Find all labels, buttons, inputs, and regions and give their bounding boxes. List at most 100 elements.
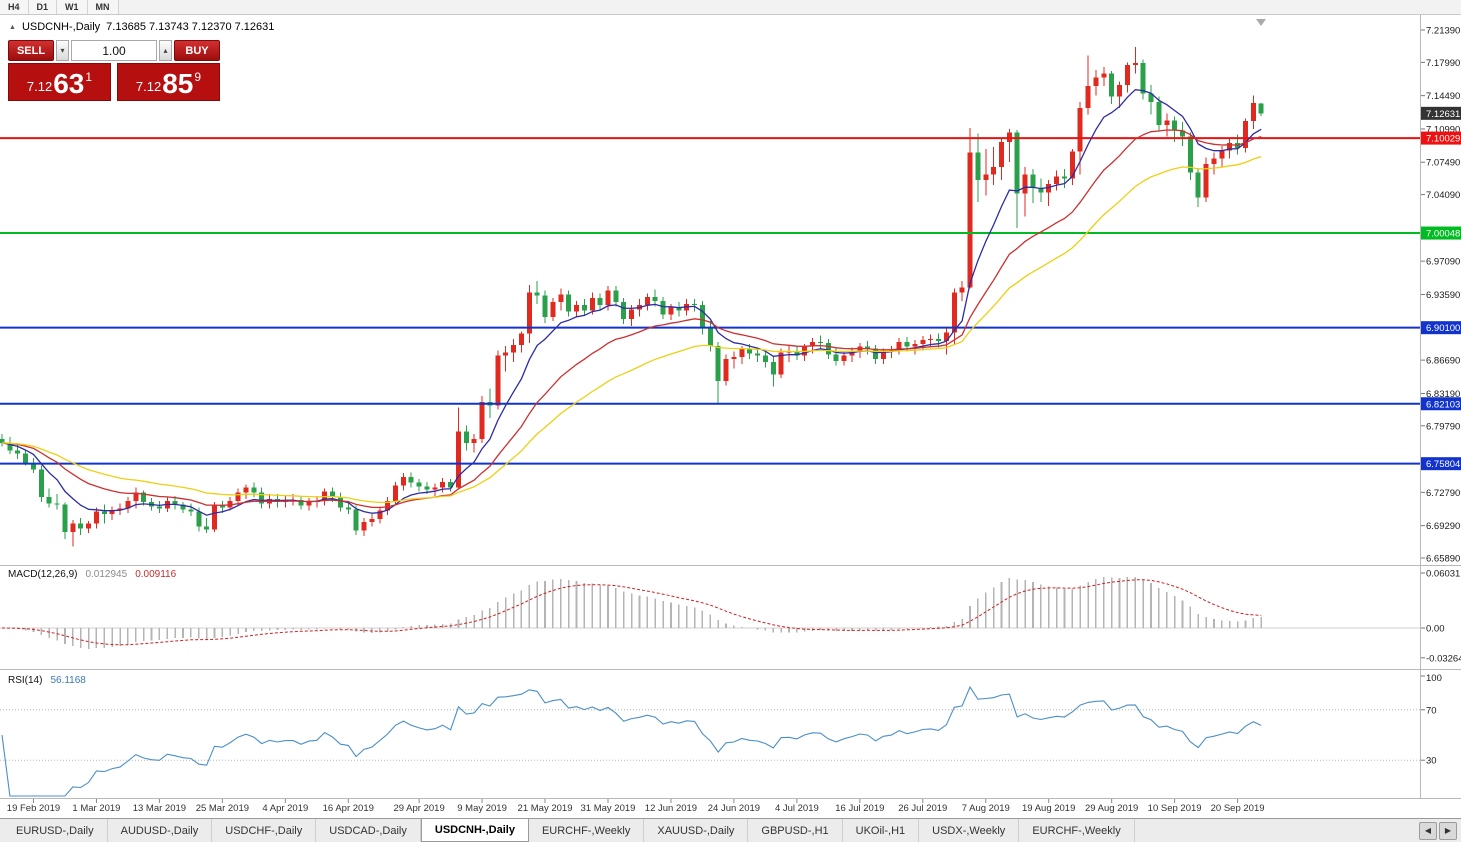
candle-body xyxy=(23,453,29,463)
date-label: 20 Sep 2019 xyxy=(1211,803,1265,814)
one-click-collapse-icon[interactable]: ▲ xyxy=(9,23,16,31)
candle-body xyxy=(983,174,989,181)
buy-button[interactable]: BUY xyxy=(174,40,220,61)
date-label: 13 Mar 2019 xyxy=(133,803,186,814)
moving-average-8 xyxy=(1,89,1262,516)
candle-body xyxy=(1022,174,1028,194)
macd-signal-value: 0.009116 xyxy=(135,569,177,580)
macd-main-value: 0.012945 xyxy=(85,569,128,580)
rsi-scale-label: 30 xyxy=(1426,756,1437,767)
candle-body xyxy=(967,152,973,288)
buy-price-display[interactable]: 7.12 85 9 xyxy=(117,63,220,101)
candle-body xyxy=(833,354,839,361)
candle-body xyxy=(1203,164,1209,198)
timeframe-button-d1[interactable]: D1 xyxy=(28,0,58,14)
candle-body xyxy=(1140,63,1146,94)
macd-name: MACD(12,26,9) xyxy=(8,569,78,580)
symbol-tab-xauusd-daily[interactable]: XAUUSD-,Daily xyxy=(644,819,749,842)
date-label: 9 May 2019 xyxy=(457,803,507,814)
price-tick-label: 7.04090 xyxy=(1426,190,1460,201)
symbol-tab-eurchf-weekly[interactable]: EURCHF-,Weekly xyxy=(1019,819,1135,842)
sell-price-prefix: 7.12 xyxy=(26,79,53,94)
price-scale[interactable]: 7.21390 7.17990 7.14490 7.10990 7.07490 7.040… xyxy=(1421,26,1461,767)
date-axis[interactable]: 19 Feb 2019 1 Mar 2019 13 Mar 2019 25 Mar 2… xyxy=(7,799,1265,814)
candle-body xyxy=(849,351,855,356)
candle-body xyxy=(951,292,957,333)
date-label: 16 Jul 2019 xyxy=(835,803,884,814)
candle-body xyxy=(54,503,60,505)
sell-price-display[interactable]: 7.12 63 1 xyxy=(8,63,111,101)
macd-panel-layer xyxy=(9,576,1262,649)
candle-body xyxy=(78,523,84,529)
tabs-scroll-controls: ◀ ▶ xyxy=(1415,819,1461,842)
volume-decrease-button[interactable]: ▾ xyxy=(56,40,69,61)
price-tick-label: 6.93590 xyxy=(1426,290,1460,301)
price-tick-label: 6.65890 xyxy=(1426,553,1460,564)
sell-button[interactable]: SELL xyxy=(8,40,54,61)
price-tick-label: 6.86690 xyxy=(1426,356,1460,367)
chart-shift-marker-icon[interactable] xyxy=(1256,19,1266,26)
symbol-tab-eurchf-weekly[interactable]: EURCHF-,Weekly xyxy=(529,819,645,842)
symbol-tab-eurusd-daily[interactable]: EURUSD-,Daily xyxy=(3,819,108,842)
candle-body xyxy=(219,505,225,508)
candle-body xyxy=(70,523,76,533)
candle-body xyxy=(432,487,438,490)
candle-body xyxy=(306,501,312,506)
timeframe-button-mn[interactable]: MN xyxy=(87,0,119,14)
candle-body xyxy=(1258,103,1264,114)
symbol-tab-ukoil-h1[interactable]: UKOil-,H1 xyxy=(843,819,920,842)
candle-body xyxy=(455,431,461,488)
candle-body xyxy=(597,298,603,305)
symbol-tab-audusd-daily[interactable]: AUDUSD-,Daily xyxy=(108,819,213,842)
symbol-tab-usdcad-daily[interactable]: USDCAD-,Daily xyxy=(316,819,421,842)
price-tick-label: 6.83190 xyxy=(1426,389,1460,400)
buy-price-big: 85 xyxy=(162,68,194,100)
tabs-scroll-left-button[interactable]: ◀ xyxy=(1419,821,1437,840)
tabs-scroll-right-button[interactable]: ▶ xyxy=(1439,821,1457,840)
macd-scale-label: 0.06031 xyxy=(1426,568,1460,579)
candle-body xyxy=(1180,130,1185,137)
candle-body xyxy=(1101,73,1107,78)
candle-body xyxy=(172,500,178,505)
timeframe-button-h4[interactable]: H4 xyxy=(0,0,29,14)
price-level-badge xyxy=(1421,397,1461,411)
candle-body xyxy=(731,357,737,360)
candle-body xyxy=(841,355,847,361)
symbol-tab-gbpusd-h1[interactable]: GBPUSD-,H1 xyxy=(748,819,843,842)
symbol-tab-usdchf-daily[interactable]: USDCHF-,Daily xyxy=(212,819,317,842)
date-label: 19 Feb 2019 xyxy=(7,803,60,814)
candle-body xyxy=(337,497,343,508)
candle-body xyxy=(133,492,139,501)
candle-body xyxy=(204,526,210,530)
rsi-value: 56.1168 xyxy=(50,675,86,686)
price-tick-label: 6.79790 xyxy=(1426,421,1460,432)
volume-increase-button[interactable]: ▴ xyxy=(159,40,172,61)
timeframe-button-w1[interactable]: W1 xyxy=(57,0,88,14)
candle-body xyxy=(440,481,446,488)
candle-body xyxy=(566,294,572,312)
price-level-badge-label: 7.00048 xyxy=(1426,229,1460,240)
panel-separators[interactable] xyxy=(0,15,1461,799)
symbol-tab-usdx-weekly[interactable]: USDX-,Weekly xyxy=(919,819,1020,842)
date-label: 19 Aug 2019 xyxy=(1022,803,1075,814)
date-label: 26 Jul 2019 xyxy=(898,803,947,814)
price-level-badge-label: 6.90100 xyxy=(1426,323,1460,334)
candle-body xyxy=(1077,107,1083,152)
candle-body xyxy=(0,438,5,443)
candle-body xyxy=(1124,65,1130,86)
symbol-tab-usdcnh-daily[interactable]: USDCNH-,Daily xyxy=(420,819,529,842)
date-label: 10 Sep 2019 xyxy=(1148,803,1202,814)
sell-price-big: 63 xyxy=(53,68,85,100)
candle-body xyxy=(755,353,761,356)
candle-body xyxy=(109,510,115,515)
candle-body xyxy=(1069,151,1075,179)
candle-body xyxy=(668,307,674,315)
candle-body xyxy=(770,361,776,375)
moving-average-35 xyxy=(1,155,1262,504)
volume-input[interactable] xyxy=(71,40,157,61)
date-label: 4 Apr 2019 xyxy=(262,803,308,814)
candle-body xyxy=(1187,136,1193,173)
candle-body xyxy=(448,481,454,488)
